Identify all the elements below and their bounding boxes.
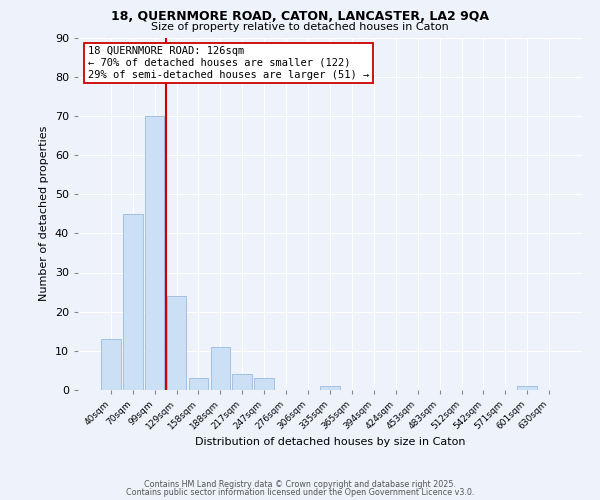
Bar <box>167 296 187 390</box>
Bar <box>320 386 340 390</box>
Bar <box>517 386 537 390</box>
Bar <box>145 116 164 390</box>
Bar <box>232 374 252 390</box>
Text: Contains public sector information licensed under the Open Government Licence v3: Contains public sector information licen… <box>126 488 474 497</box>
Text: 18, QUERNMORE ROAD, CATON, LANCASTER, LA2 9QA: 18, QUERNMORE ROAD, CATON, LANCASTER, LA… <box>111 10 489 23</box>
X-axis label: Distribution of detached houses by size in Caton: Distribution of detached houses by size … <box>195 436 465 446</box>
Bar <box>211 347 230 390</box>
Text: Size of property relative to detached houses in Caton: Size of property relative to detached ho… <box>151 22 449 32</box>
Y-axis label: Number of detached properties: Number of detached properties <box>39 126 49 302</box>
Text: Contains HM Land Registry data © Crown copyright and database right 2025.: Contains HM Land Registry data © Crown c… <box>144 480 456 489</box>
Bar <box>101 339 121 390</box>
Bar <box>254 378 274 390</box>
Bar <box>123 214 143 390</box>
Text: 18 QUERNMORE ROAD: 126sqm
← 70% of detached houses are smaller (122)
29% of semi: 18 QUERNMORE ROAD: 126sqm ← 70% of detac… <box>88 46 370 80</box>
Bar <box>188 378 208 390</box>
